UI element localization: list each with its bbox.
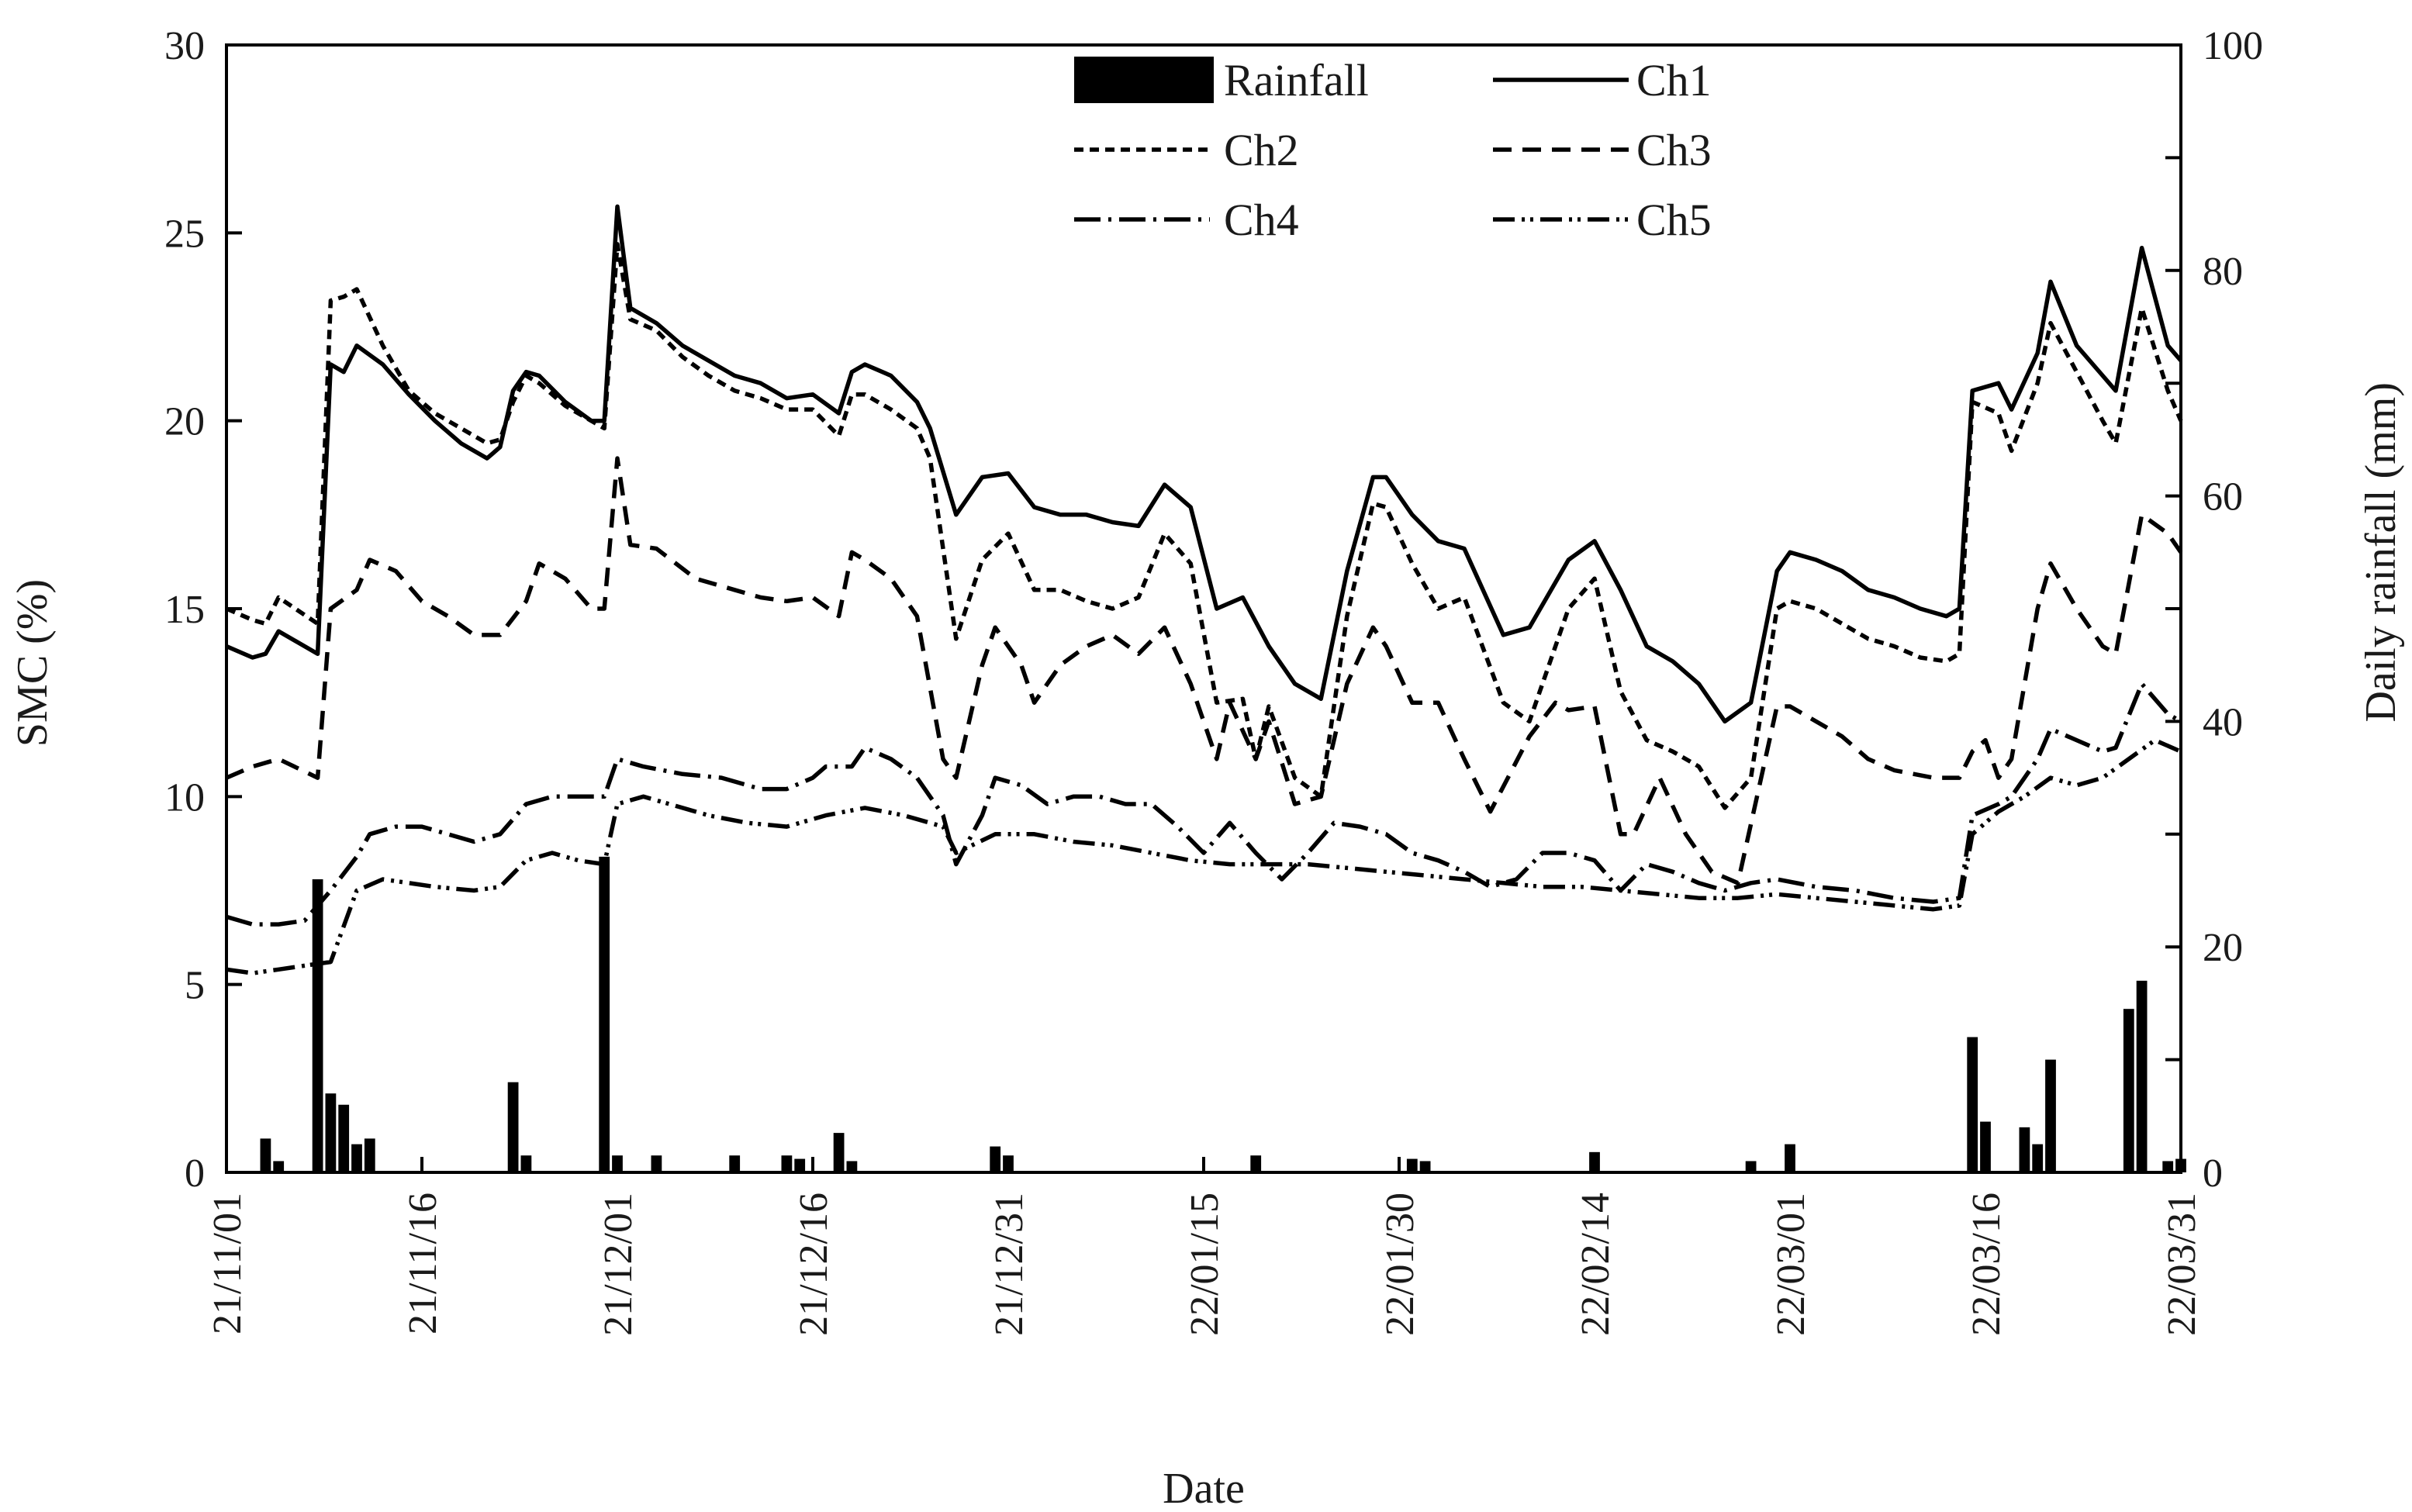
rainfall-bars <box>260 856 2186 1172</box>
x-tick-label: 22/03/16 <box>1965 1193 2009 1336</box>
x-tick-label: 22/01/30 <box>1378 1193 1422 1336</box>
x-tick-label: 21/12/31 <box>987 1193 1031 1336</box>
y-tick-label: 25 <box>164 212 205 256</box>
rainfall-bar <box>351 1144 362 1172</box>
rainfall-bar <box>781 1155 793 1172</box>
axes-layer: 0 5 10 15 20 25 30 0 20 40 60 80 100 21/11/01 21/11/16… <box>164 24 2263 1336</box>
y2-tick-label: 40 <box>2203 700 2243 744</box>
y-tick-label: 5 <box>185 964 205 1008</box>
rainfall-bar <box>1980 1121 1991 1172</box>
x-tick-label: 22/01/15 <box>1183 1193 1227 1336</box>
rainfall-bar <box>1419 1161 1431 1172</box>
rainfall-bar <box>599 856 610 1172</box>
legend: Rainfall Ch1 Ch2 Ch3 Ch4 Ch5 <box>1074 55 1712 245</box>
x-tick-label: 21/11/01 <box>206 1193 250 1334</box>
rainfall-bar <box>338 1104 350 1172</box>
rainfall-bar <box>2136 980 2148 1172</box>
rainfall-bar <box>729 1155 741 1172</box>
rainfall-bar <box>260 1138 271 1172</box>
x-tick-label: 21/12/01 <box>596 1193 641 1336</box>
plot-frame <box>225 43 2182 1174</box>
rainfall-bar <box>846 1161 858 1172</box>
legend-label-ch5: Ch5 <box>1636 195 1712 245</box>
y-tick-label: 30 <box>164 24 205 68</box>
y-axis-title: SMC (%) <box>9 579 57 747</box>
rainfall-bar <box>1406 1158 1418 1172</box>
rainfall-bar <box>2162 1161 2174 1172</box>
rainfall-bar <box>833 1133 845 1172</box>
rainfall-bar <box>2123 1009 2134 1172</box>
y-tick-label: 15 <box>164 588 205 632</box>
rainfall-bar <box>520 1155 532 1172</box>
y2-tick-label: 20 <box>2203 926 2243 970</box>
rainfall-bar <box>2019 1127 2030 1172</box>
x-tick-label: 21/11/16 <box>401 1193 445 1334</box>
y-tick-label: 20 <box>164 400 205 444</box>
legend-label-ch3: Ch3 <box>1636 125 1712 175</box>
x-tick-label: 22/03/31 <box>2160 1193 2204 1336</box>
rainfall-bar <box>1967 1037 1978 1172</box>
legend-label-ch4: Ch4 <box>1224 195 1299 245</box>
x-tick-label: 22/02/14 <box>1574 1193 1618 1336</box>
rainfall-bar <box>794 1158 806 1172</box>
rainfall-bar <box>990 1146 1001 1172</box>
y2-axis-title: Daily rainfall (mm) <box>2357 382 2405 723</box>
x-axis-title: Date <box>1163 1465 1245 1512</box>
rainfall-bar <box>1250 1155 1262 1172</box>
rainfall-bar <box>273 1161 285 1172</box>
x-tick-label: 21/12/16 <box>792 1193 836 1336</box>
legend-label-ch1: Ch1 <box>1636 55 1712 105</box>
series-line-ch2 <box>225 242 2183 810</box>
rainfall-bar <box>2032 1144 2044 1172</box>
y-tick-label: 0 <box>185 1151 205 1196</box>
rainfall-bar <box>651 1155 662 1172</box>
rainfall-bar <box>1745 1161 1757 1172</box>
rainfall-bar <box>325 1093 337 1172</box>
y2-tick-label: 60 <box>2203 475 2243 520</box>
rainfall-bar <box>312 879 323 1172</box>
rainfall-bar <box>507 1082 519 1172</box>
rainfall-bar <box>2045 1059 2056 1172</box>
series-line-ch4 <box>226 682 2182 927</box>
y2-tick-label: 0 <box>2203 1151 2223 1196</box>
legend-label-rainfall: Rainfall <box>1224 55 1369 105</box>
legend-label-ch2: Ch2 <box>1224 125 1299 175</box>
series-line-ch1 <box>225 204 2183 724</box>
y2-tick-label: 100 <box>2203 24 2263 68</box>
legend-swatch-rainfall <box>1074 57 1214 103</box>
smc-lines <box>225 204 2183 975</box>
y-tick-label: 10 <box>164 775 205 820</box>
series-line-ch3 <box>225 456 2183 885</box>
rainfall-bar <box>364 1138 375 1172</box>
series-line-ch5 <box>226 737 2182 975</box>
x-tick-label: 22/03/01 <box>1769 1193 1813 1336</box>
y2-tick-label: 80 <box>2203 250 2243 294</box>
